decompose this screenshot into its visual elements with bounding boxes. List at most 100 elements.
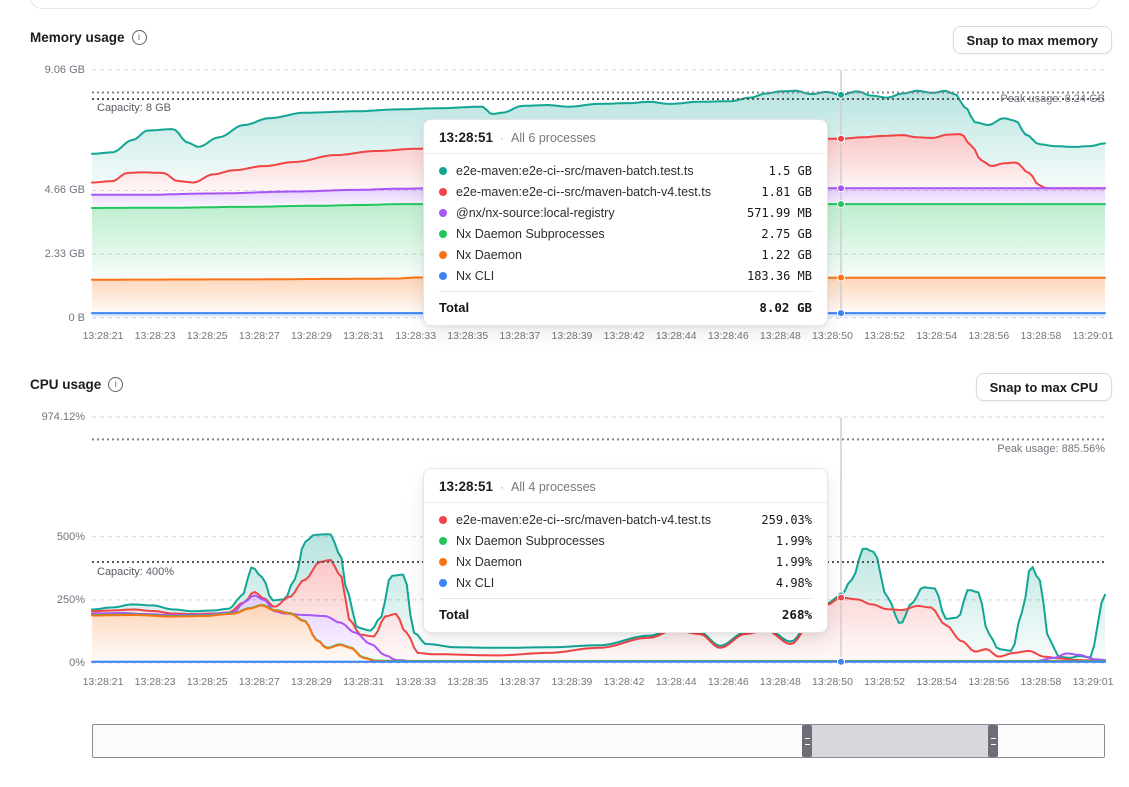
x-axis-tick-label: 13:28:29 (290, 676, 332, 688)
brush-grip-icon (990, 737, 996, 745)
tooltip-row: Nx Daemon Subprocesses 2.75 GB (439, 223, 812, 244)
tooltip-total-row: Total 8.02 GB (439, 291, 812, 315)
x-axis-tick-label: 13:29:01 (1072, 330, 1114, 342)
x-axis-tick-label: 13:28:33 (395, 330, 437, 342)
process-name: Nx Daemon (456, 554, 522, 569)
x-axis-tick-label: 13:28:39 (551, 676, 593, 688)
x-axis-tick-label: 13:28:44 (655, 676, 697, 688)
x-axis-tick-label: 13:28:48 (759, 676, 801, 688)
process-name: Nx CLI (456, 268, 495, 283)
series-dot-icon (439, 515, 447, 524)
process-value: 1.22 GB (761, 247, 812, 262)
memory-tooltip: 13:28:51 · All 6 processes e2e-maven:e2e… (423, 119, 828, 326)
x-axis-tick-label: 13:28:37 (499, 676, 541, 688)
series-dot-icon (439, 271, 447, 280)
x-axis-tick-label: 13:28:58 (1020, 330, 1062, 342)
x-axis-tick-label: 13:29:01 (1072, 676, 1114, 688)
x-axis-tick-label: 13:28:31 (343, 330, 384, 342)
x-axis-tick-label: 13:28:56 (968, 330, 1010, 342)
tooltip-row: Nx Daemon 1.99% (439, 551, 812, 572)
x-axis-tick-label: 13:28:23 (134, 330, 176, 342)
cpu-title-text: CPU usage (30, 377, 102, 392)
tooltip-time: 13:28:51 (439, 479, 494, 494)
process-value: 1.5 GB (768, 163, 812, 178)
series-dot-icon (439, 229, 447, 238)
snap-to-max-cpu-button[interactable]: Snap to max CPU (975, 373, 1112, 401)
x-axis-tick-label: 13:28:33 (395, 676, 437, 688)
tooltip-row: Nx CLI 4.98% (439, 572, 812, 593)
tooltip-row: e2e-maven:e2e-ci--src/maven-batch-v4.tes… (439, 509, 812, 530)
tooltip-total-value: 8.02 GB (759, 300, 812, 315)
x-axis-tick-label: 13:28:54 (916, 676, 958, 688)
y-axis-tick-label: 0% (69, 657, 85, 669)
info-icon[interactable]: i (108, 377, 124, 392)
tooltip-total-row: Total 268% (439, 598, 812, 622)
memory-section-title: Memory usage i (30, 30, 147, 45)
x-axis-tick-label: 13:28:25 (186, 330, 228, 342)
series-dot-icon (439, 578, 447, 587)
tooltip-separator: · (500, 480, 505, 494)
x-axis-tick-label: 13:28:27 (238, 676, 280, 688)
tooltip-header: 13:28:51 · All 4 processes (424, 469, 827, 503)
x-axis-tick-label: 13:28:52 (864, 330, 906, 342)
card-bottom-edge (30, 0, 1100, 9)
x-axis-tick-label: 13:28:35 (447, 330, 489, 342)
tooltip-subtitle: All 4 processes (511, 480, 596, 494)
series-dot-icon (439, 557, 447, 566)
tooltip-separator: · (500, 131, 505, 145)
process-value: 1.99% (775, 533, 812, 548)
tooltip-total-label: Total (439, 607, 470, 622)
process-name: @nx/nx-source:local-registry (456, 205, 615, 220)
x-axis-tick-label: 13:28:23 (134, 676, 176, 688)
y-axis-tick-label: 250% (56, 593, 85, 606)
y-axis-tick-label: 9.06 GB (44, 64, 85, 76)
process-value: 4.98% (775, 575, 812, 590)
process-value: 1.81 GB (761, 184, 812, 199)
process-name: e2e-maven:e2e-ci--src/maven-batch.test.t… (456, 163, 694, 178)
series-dot-icon (439, 208, 447, 217)
tooltip-total-label: Total (439, 300, 470, 315)
series-dot-icon (439, 250, 447, 259)
x-axis-tick-label: 13:28:56 (968, 676, 1010, 688)
y-axis-tick-label: 500% (56, 530, 85, 543)
tooltip-header: 13:28:51 · All 6 processes (424, 120, 827, 154)
x-axis-tick-label: 13:28:25 (186, 676, 228, 688)
tooltip-time: 13:28:51 (439, 130, 494, 145)
series-dot-icon (439, 536, 447, 545)
cpu-peak-label: Peak usage: 885.56% (997, 443, 1105, 455)
process-name: Nx Daemon Subprocesses (456, 226, 605, 241)
snap-to-max-memory-button[interactable]: Snap to max memory (952, 26, 1112, 54)
info-icon[interactable]: i (131, 30, 147, 45)
x-axis-tick-label: 13:28:29 (290, 330, 332, 342)
memory-title-text: Memory usage (30, 30, 125, 45)
process-name: Nx Daemon (456, 247, 522, 262)
tooltip-row: e2e-maven:e2e-ci--src/maven-batch-v4.tes… (439, 181, 812, 202)
y-axis-tick-label: 2.33 GB (44, 248, 85, 261)
x-axis-tick-label: 13:28:21 (82, 330, 124, 342)
process-value: 183.36 MB (746, 268, 812, 283)
cpu-capacity-label: Capacity: 400% (97, 566, 175, 578)
process-name: Nx CLI (456, 575, 495, 590)
brush-selection[interactable] (802, 725, 998, 757)
tooltip-total-value: 268% (781, 607, 812, 622)
process-name: Nx Daemon Subprocesses (456, 533, 605, 548)
brush-grip-icon (804, 737, 810, 745)
tooltip-row: Nx Daemon Subprocesses 1.99% (439, 530, 812, 551)
x-axis-tick-label: 13:28:52 (864, 676, 906, 688)
brush-handle-right[interactable] (988, 725, 998, 757)
x-axis-tick-label: 13:28:50 (812, 676, 853, 688)
tooltip-row: Nx CLI 183.36 MB (439, 265, 812, 286)
brush-handle-left[interactable] (802, 725, 812, 757)
tooltip-row: @nx/nx-source:local-registry 571.99 MB (439, 202, 812, 223)
x-axis-tick-label: 13:28:50 (812, 330, 853, 342)
y-axis-tick-label: 974.12% (41, 411, 85, 423)
x-axis-tick-label: 13:28:58 (1020, 676, 1062, 688)
brush-track[interactable] (92, 724, 1105, 758)
x-axis-tick-label: 13:28:48 (759, 330, 801, 342)
x-axis-tick-label: 13:28:31 (343, 676, 384, 688)
process-value: 571.99 MB (746, 205, 812, 220)
process-name: e2e-maven:e2e-ci--src/maven-batch-v4.tes… (456, 512, 711, 527)
process-value: 259.03% (761, 512, 812, 527)
x-axis-tick-label: 13:28:27 (238, 330, 280, 342)
